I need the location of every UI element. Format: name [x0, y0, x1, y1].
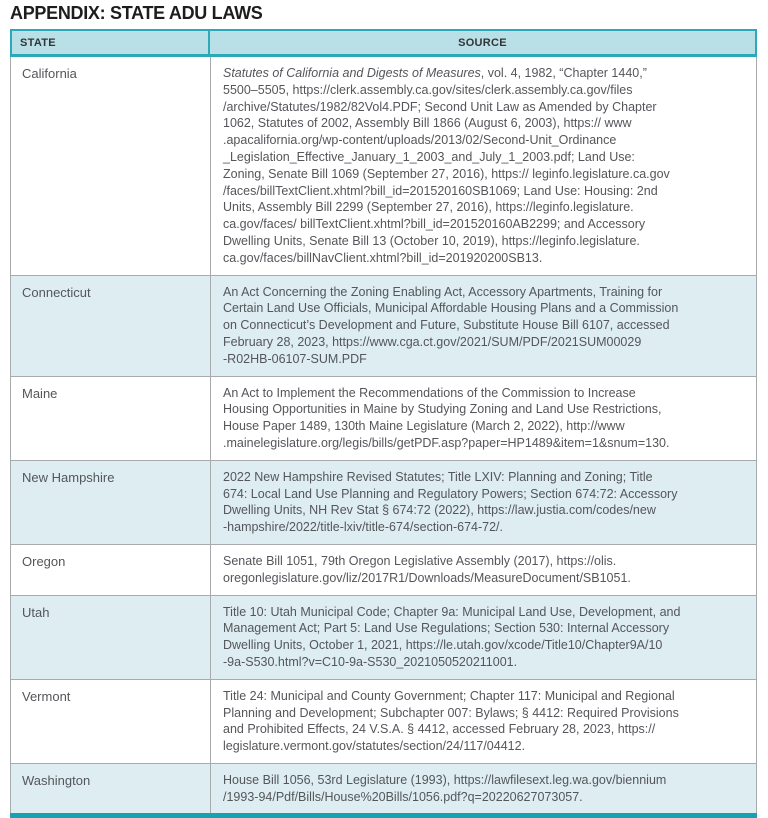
table-row-maine: Maine An Act to Implement the Recommenda…: [11, 376, 756, 461]
state-cell: Washington: [11, 763, 211, 814]
source-text: Title 10: Utah Municipal Code; Chapter 9…: [223, 604, 681, 669]
column-header-state: STATE: [12, 31, 210, 54]
column-header-source: SOURCE: [458, 37, 507, 49]
source-text: House Bill 1056, 53rd Legislature (1993)…: [223, 772, 667, 804]
table-row-utah: Utah Title 10: Utah Municipal Code; Chap…: [11, 595, 756, 680]
table-row-vermont: Vermont Title 24: Municipal and County G…: [11, 679, 756, 764]
state-cell: Maine: [11, 376, 211, 460]
source-text: 2022 New Hampshire Revised Statutes; Tit…: [223, 469, 678, 535]
state-cell: Utah: [11, 595, 211, 679]
state-cell: Oregon: [11, 544, 211, 595]
table-row-california: California Statutes of California and Di…: [11, 57, 756, 276]
source-text: Title 24: Municipal and County Governmen…: [223, 688, 679, 754]
source-cell: Title 10: Utah Municipal Code; Chapter 9…: [211, 596, 756, 679]
table-row-washington: Washington House Bill 1056, 53rd Legisla…: [11, 763, 756, 814]
source-cell: Statutes of California and Digests of Me…: [211, 57, 756, 275]
table-row-oregon: Oregon Senate Bill 1051, 79th Oregon Leg…: [11, 544, 756, 596]
source-cell: An Act Concerning the Zoning Enabling Ac…: [211, 276, 756, 376]
state-adu-laws-table: STATE SOURCE California Statutes of Cali…: [10, 29, 757, 818]
table-row-connecticut: Connecticut An Act Concerning the Zoning…: [11, 275, 756, 377]
source-cell: An Act to Implement the Recommendations …: [211, 377, 756, 460]
table-body: California Statutes of California and Di…: [10, 57, 757, 814]
state-cell: Vermont: [11, 679, 211, 763]
source-text: An Act to Implement the Recommendations …: [223, 385, 670, 450]
state-cell: New Hampshire: [11, 460, 211, 544]
source-text: Senate Bill 1051, 79th Oregon Legislativ…: [223, 553, 631, 585]
source-cell: Senate Bill 1051, 79th Oregon Legislativ…: [211, 545, 756, 595]
table-bottom-rule: [10, 813, 757, 818]
table-header-row: STATE SOURCE: [10, 29, 757, 57]
state-cell: California: [11, 57, 211, 275]
source-text: , vol. 4, 1982, “Chapter 1440,” 5500–550…: [223, 66, 670, 265]
source-italic-text: Statutes of California and Digests of Me…: [223, 66, 481, 80]
table-row-new-hampshire: New Hampshire 2022 New Hampshire Revised…: [11, 460, 756, 545]
source-cell: Title 24: Municipal and County Governmen…: [211, 680, 756, 763]
source-cell: House Bill 1056, 53rd Legislature (1993)…: [211, 764, 756, 814]
source-text: An Act Concerning the Zoning Enabling Ac…: [223, 284, 679, 366]
source-cell: 2022 New Hampshire Revised Statutes; Tit…: [211, 461, 756, 544]
state-cell: Connecticut: [11, 275, 211, 376]
page-title: APPENDIX: STATE ADU LAWS: [10, 3, 263, 23]
